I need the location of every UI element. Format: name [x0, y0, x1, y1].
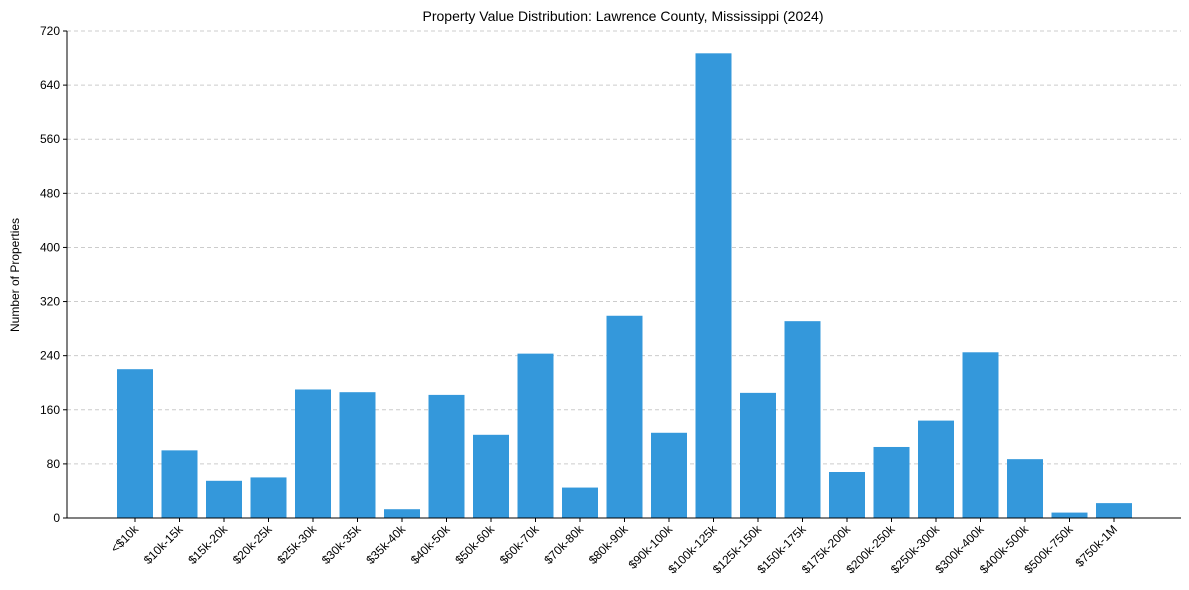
y-tick-label-8: 640: [40, 78, 60, 92]
y-tick-label-1: 80: [47, 457, 61, 471]
x-tick-label-22: $750k-1M: [1072, 522, 1120, 570]
x-tick-label-5: $30k-35k: [319, 522, 365, 568]
x-tick-label-4: $25k-30k: [274, 522, 320, 568]
bar-3: [250, 477, 287, 518]
bar-15: [784, 321, 821, 518]
x-tick-label-8: $50k-60k: [452, 522, 498, 568]
x-tick-labels: <$10k $10k-15k $15k-20k $20k-25k $25k-30k $30…: [108, 522, 1120, 577]
x-tick-label-6: $35k-40k: [363, 522, 409, 568]
x-tick-label-1: $10k-15k: [141, 522, 187, 568]
y-tick-label-2: 160: [40, 403, 60, 417]
y-tick-label-9: 720: [40, 24, 60, 38]
bar-21: [1051, 512, 1088, 518]
y-tick-label-6: 480: [40, 186, 60, 200]
bar-2: [206, 480, 242, 518]
bar-16: [829, 472, 865, 518]
bar-8: [473, 434, 509, 518]
bar-1: [161, 450, 198, 518]
bar-6: [384, 509, 420, 518]
bar-10: [562, 487, 598, 518]
x-tick-label-11: $80k-90k: [586, 522, 632, 568]
bar-20: [1007, 459, 1043, 518]
y-axis-title: Number of Properties: [8, 218, 22, 332]
bar-14: [740, 392, 776, 518]
y-tick-labels: 0 80 160 240 320 400 480 560 640 720: [40, 24, 60, 525]
bars: [117, 53, 1132, 519]
y-tick-label-3: 240: [40, 349, 60, 363]
x-tick-label-0: <$10k: [108, 522, 142, 556]
x-tick-label-9: $60k-70k: [497, 522, 543, 568]
bar-0: [117, 369, 153, 518]
y-tick-label-4: 320: [40, 295, 60, 309]
x-tick-label-2: $15k-20k: [185, 522, 231, 568]
chart-title: Property Value Distribution: Lawrence Co…: [423, 8, 824, 24]
bar-5: [339, 392, 376, 518]
bar-18: [918, 420, 954, 518]
bar-7: [428, 394, 465, 518]
x-tick-label-21: $500k-750k: [1021, 522, 1076, 577]
bar-9: [517, 353, 554, 518]
y-tick-label-5: 400: [40, 240, 60, 254]
x-tick-label-7: $40k-50k: [408, 522, 454, 568]
bar-17: [873, 446, 910, 518]
x-tick-label-10: $70k-80k: [541, 522, 587, 568]
bar-11: [606, 315, 643, 518]
x-tick-label-3: $20k-25k: [230, 522, 276, 568]
bar-19: [962, 352, 999, 518]
axes: [63, 30, 1181, 522]
y-tick-label-0: 0: [53, 511, 60, 525]
bar-4: [295, 389, 331, 518]
bar-12: [651, 432, 687, 518]
bar-13: [695, 53, 732, 519]
bar-22: [1096, 503, 1132, 518]
y-tick-label-7: 560: [40, 132, 60, 146]
